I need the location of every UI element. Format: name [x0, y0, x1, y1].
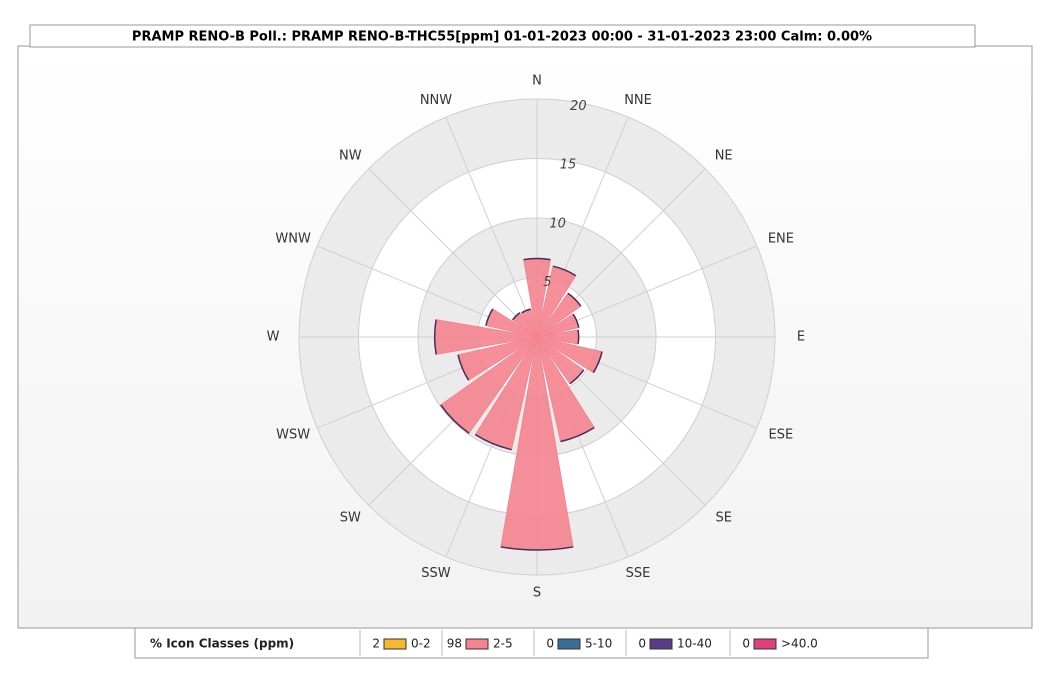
legend-percent: 0 [546, 637, 554, 651]
legend: % Icon Classes (ppm) 2 0-2 98 2-5 0 5-10 0 10-40… [150, 630, 818, 656]
direction-label: SE [715, 511, 731, 526]
petal-edge [569, 369, 585, 385]
direction-label: ENE [768, 232, 794, 247]
petal-edge [440, 404, 470, 434]
direction-label: NNE [624, 93, 652, 108]
legend-swatch [649, 638, 673, 650]
direction-label: W [267, 330, 280, 345]
petal-edge [552, 265, 577, 277]
ring-label: 20 [570, 99, 587, 114]
legend-label: 2-5 [493, 637, 513, 651]
ring-label: 5 [543, 275, 551, 290]
petal-edge [521, 308, 531, 314]
title-box [29, 24, 976, 48]
direction-label: E [797, 330, 805, 345]
petal-edge [592, 351, 603, 373]
petal-edge [500, 546, 574, 551]
ring-label: 10 [549, 216, 566, 231]
petal-edge [572, 313, 580, 328]
wind-rose: N NNE NE ENE E ESE SE SSE S SSW SW WSW W WNW NW NNW 5 10 1… [267, 74, 806, 601]
direction-label: WSW [276, 427, 310, 442]
legend-swatch [383, 638, 407, 650]
direction-label: SSE [626, 566, 651, 581]
direction-label: N [532, 74, 542, 89]
petal-edge [485, 308, 494, 326]
legend-label: 0-2 [411, 637, 431, 651]
legend-box [134, 627, 929, 659]
legend-label: >40.0 [781, 637, 818, 651]
legend-swatch [465, 638, 489, 650]
legend-percent: 2 [372, 637, 380, 651]
legend-percent: 98 [447, 637, 462, 651]
petal-edge [577, 329, 580, 345]
direction-label: WNW [275, 232, 311, 247]
direction-label: S [533, 586, 541, 601]
petal-edge [457, 354, 470, 381]
legend-label: 5-10 [585, 637, 612, 651]
direction-label: SSW [421, 566, 451, 581]
direction-label: ESE [769, 427, 794, 442]
petal-edge [523, 257, 551, 261]
spoke [368, 168, 538, 338]
direction-label: SW [340, 511, 361, 526]
petal-edge [512, 312, 521, 321]
direction-label: NW [339, 148, 362, 163]
legend-label: 10-40 [677, 637, 712, 651]
legend-swatch [753, 638, 777, 650]
petal-edge [475, 433, 512, 451]
direction-label: NE [715, 148, 733, 163]
ring-label: 15 [560, 158, 577, 173]
petal-edge [433, 319, 437, 355]
petal-edge [560, 426, 595, 443]
chart-title: PRAMP RENO-B Poll.: PRAMP RENO-B-THC55[p… [132, 30, 872, 45]
legend-percent: 0 [638, 637, 646, 651]
petal-edge [567, 292, 582, 307]
direction-label: NNW [420, 93, 452, 108]
legend-header: % Icon Classes (ppm) [150, 637, 294, 651]
legend-percent: 0 [742, 637, 750, 651]
legend-swatch [557, 638, 581, 650]
spoke [445, 116, 538, 338]
